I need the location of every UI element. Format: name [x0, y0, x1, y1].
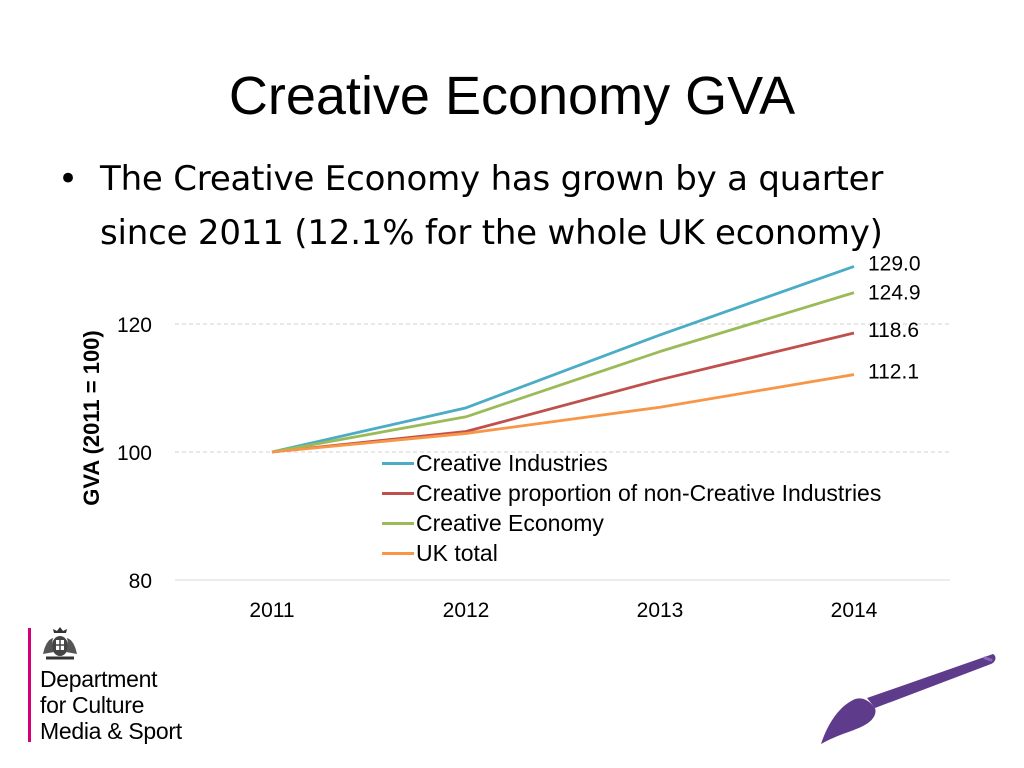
series-line: [271, 265, 855, 454]
y-tick-label: 120: [117, 314, 152, 337]
legend-label: Creative Industries: [416, 450, 608, 476]
bullet-text: The Creative Economy has grown by a quar…: [100, 152, 960, 260]
series-line: [271, 373, 855, 454]
legend-item: Creative Economy: [382, 508, 881, 538]
legend-swatch: [382, 461, 414, 465]
paintbrush-icon: [821, 654, 996, 744]
dcms-logo: Department for Culture Media & Sport: [28, 624, 228, 744]
y-tick-label: 80: [129, 570, 152, 593]
bullet-point: • The Creative Economy has grown by a qu…: [58, 152, 978, 260]
logo-line-1: Department: [40, 666, 158, 692]
line-chart: 80 100 120 2011 2012 2013 2014 129.0 124.9 118.6 1…: [117, 252, 950, 622]
x-tick-label: 2012: [443, 599, 490, 622]
logo-line-2: for Culture: [40, 692, 145, 718]
legend-item: Creative proportion of non-Creative Indu…: [382, 478, 881, 508]
data-label: 112.1: [868, 361, 919, 384]
x-tick-label: 2013: [637, 599, 684, 622]
x-tick-label: 2014: [831, 599, 878, 622]
series-line: [271, 291, 855, 454]
logo-accent-bar: [28, 628, 31, 742]
y-axis-label: GVA (2011 = 100): [79, 329, 104, 506]
y-axis-label-box: GVA (2011 = 100): [74, 310, 110, 525]
data-label: 124.9: [868, 281, 921, 304]
x-tick-label: 2011: [249, 599, 294, 622]
bullet-line-1: The Creative Economy has grown by a quar…: [100, 159, 884, 199]
series-line: [271, 331, 855, 454]
logo-line-3: Media & Sport: [40, 718, 182, 744]
legend-label: Creative proportion of non-Creative Indu…: [416, 480, 882, 506]
royal-crest-icon: [43, 627, 77, 660]
slide-title: Creative Economy GVA: [228, 66, 796, 126]
legend-swatch: [382, 551, 414, 555]
logo-text: Department for Culture Media & Sport: [40, 666, 182, 744]
bullet-line-2: since 2011 (12.1% for the whole UK econo…: [100, 213, 883, 253]
bullet-icon: •: [58, 159, 78, 199]
data-label: 129.0: [868, 252, 921, 275]
chart-legend: Creative Industries Creative proportion o…: [382, 448, 881, 568]
legend-label: Creative Economy: [416, 510, 604, 536]
legend-label: UK total: [416, 540, 498, 566]
legend-item: UK total: [382, 538, 881, 568]
y-tick-label: 100: [117, 442, 152, 465]
legend-swatch: [382, 521, 414, 525]
legend-swatch: [382, 491, 414, 495]
data-label: 118.6: [868, 319, 919, 342]
legend-item: Creative Industries: [382, 448, 881, 478]
